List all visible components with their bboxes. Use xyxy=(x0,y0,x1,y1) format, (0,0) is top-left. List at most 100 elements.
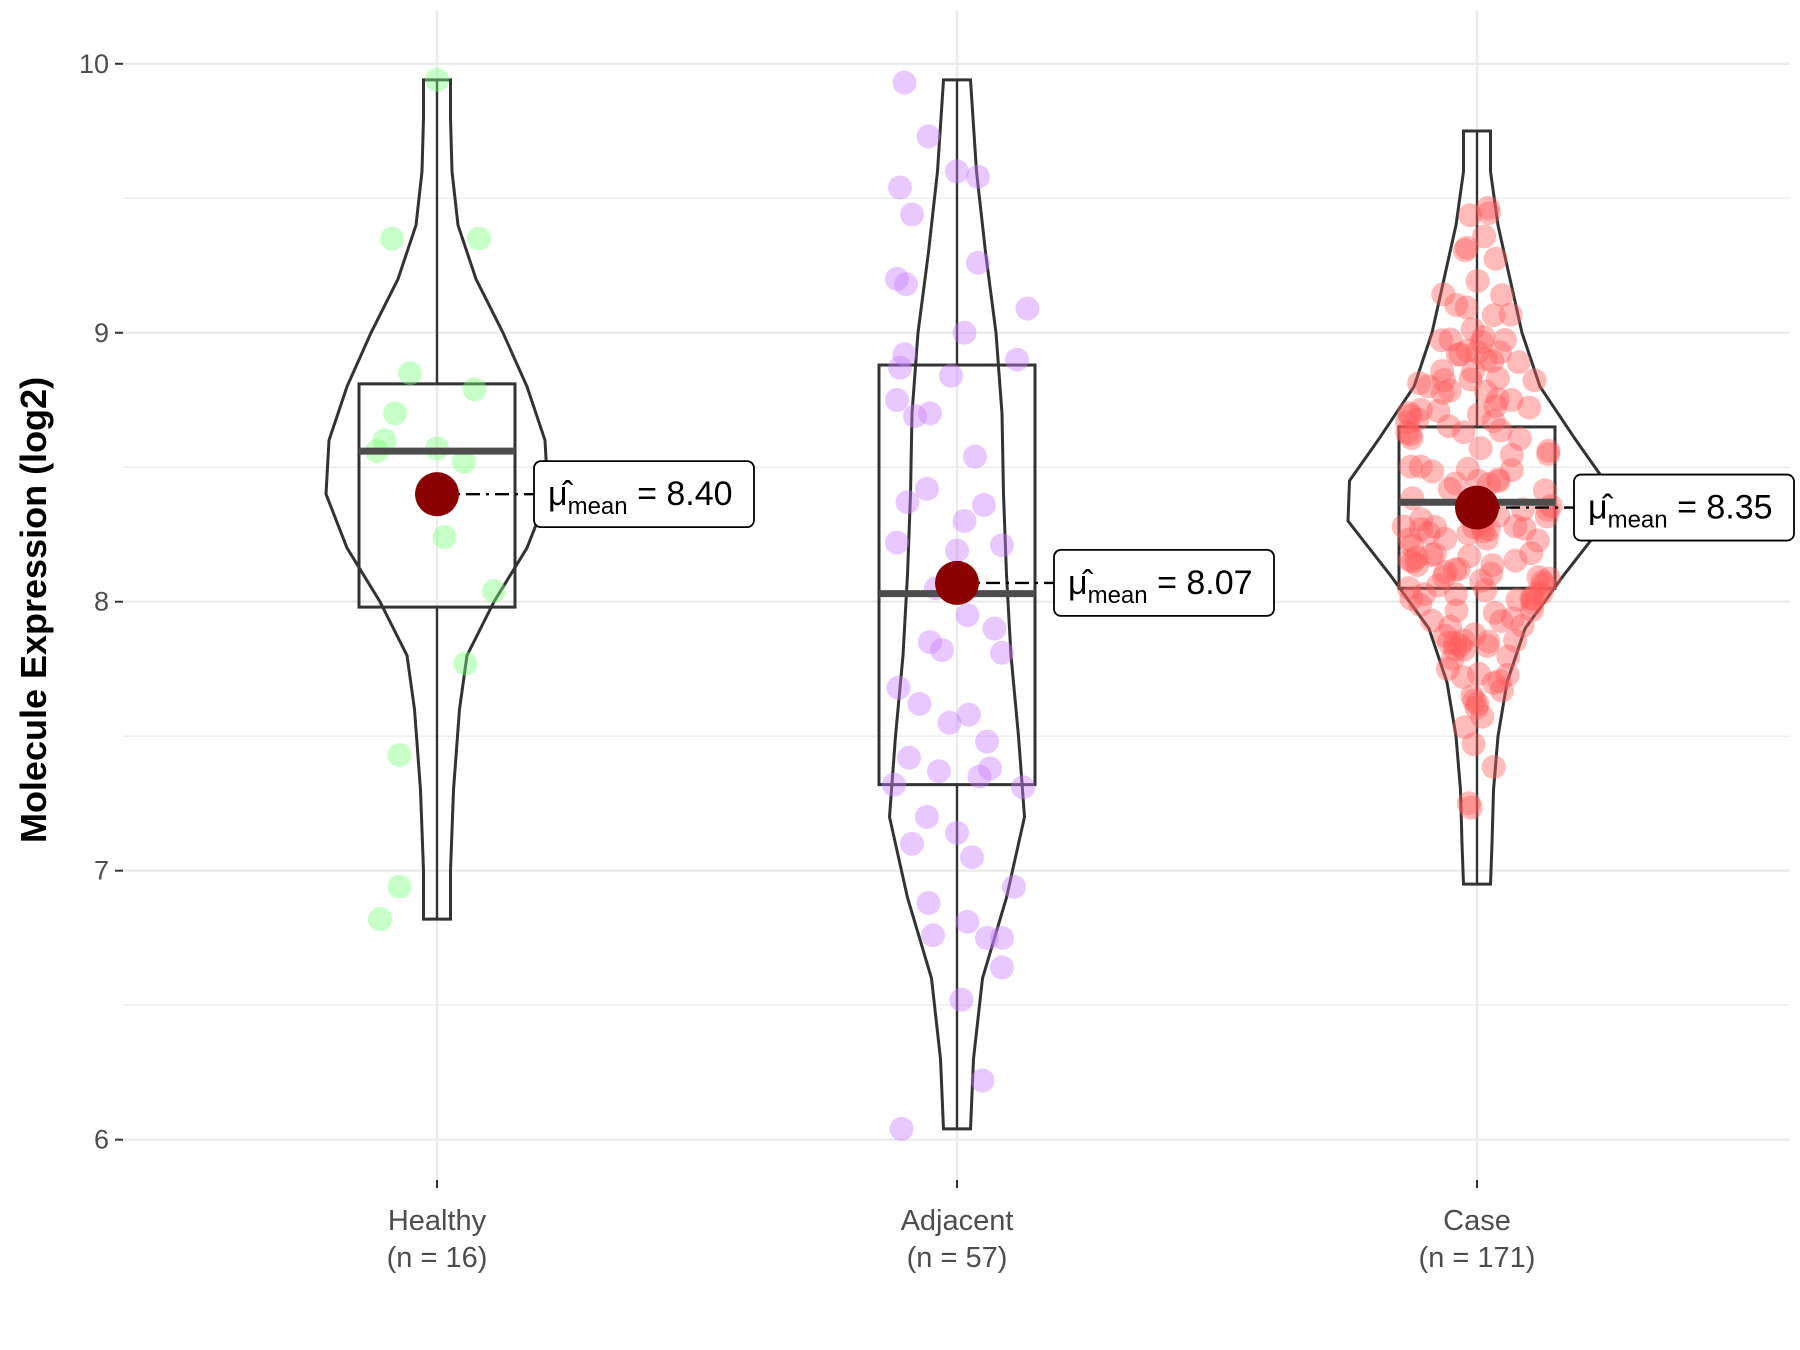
data-point xyxy=(1443,582,1468,607)
data-point xyxy=(894,272,918,297)
data-point xyxy=(1437,378,1462,403)
data-point xyxy=(952,509,977,533)
mean-marker xyxy=(415,472,459,517)
data-point xyxy=(903,404,927,429)
data-point xyxy=(1408,397,1433,422)
data-point xyxy=(921,923,945,948)
data-point xyxy=(1487,668,1512,693)
data-point xyxy=(1431,282,1456,307)
data-point xyxy=(1005,347,1029,372)
group-healthy: μ̂mean = 8.40 xyxy=(324,67,755,932)
data-point xyxy=(398,361,422,386)
data-point xyxy=(1464,695,1489,720)
data-point xyxy=(1462,688,1487,713)
data-point xyxy=(1422,542,1447,567)
box-iqr xyxy=(357,382,517,609)
mean-marker xyxy=(1455,485,1499,530)
data-point xyxy=(1462,622,1487,647)
data-point xyxy=(1458,203,1483,228)
data-point xyxy=(1517,395,1542,420)
data-point xyxy=(1429,328,1454,353)
data-point xyxy=(1512,516,1537,541)
y-axis-title: Molecule Expression (log2) xyxy=(13,377,54,843)
data-point xyxy=(1489,609,1514,634)
data-point xyxy=(1499,388,1524,412)
violin-outline xyxy=(324,78,550,921)
data-point xyxy=(462,377,487,402)
data-point xyxy=(1473,347,1498,372)
data-point xyxy=(1476,196,1501,220)
data-point xyxy=(975,729,999,754)
data-point xyxy=(1465,269,1490,293)
data-point xyxy=(1436,414,1461,439)
data-point xyxy=(1521,586,1546,611)
data-point xyxy=(1442,631,1467,655)
data-point xyxy=(1520,598,1545,622)
box-iqr xyxy=(877,363,1037,787)
data-point xyxy=(952,320,977,345)
data-point xyxy=(1499,442,1524,467)
violin-outline xyxy=(887,78,1027,1131)
data-point xyxy=(1481,303,1506,328)
data-point xyxy=(1405,407,1430,432)
data-point xyxy=(383,401,407,426)
data-point xyxy=(1525,528,1550,553)
data-point xyxy=(1500,606,1525,631)
data-point xyxy=(1454,295,1479,320)
data-point xyxy=(945,821,969,845)
mean-label-box xyxy=(533,460,755,529)
data-point xyxy=(1489,678,1514,703)
data-point xyxy=(1498,302,1523,327)
x-axis: Healthy (n = 16) Adjacent (n = 57) Case (n = … xyxy=(387,1180,1535,1274)
data-point xyxy=(1507,426,1532,451)
data-point xyxy=(1469,330,1494,355)
data-point xyxy=(1487,340,1512,365)
data-point xyxy=(1420,459,1445,484)
x-tick-count: (n = 16) xyxy=(387,1242,488,1274)
groups: μ̂mean = 8.40 μ̂mean = 8.07 μ̂mean = 8.35 xyxy=(324,67,1795,1141)
data-point xyxy=(1438,327,1463,352)
data-point xyxy=(1471,325,1496,349)
data-point xyxy=(1503,514,1528,539)
data-point xyxy=(1455,338,1480,363)
data-point xyxy=(945,159,969,184)
data-point xyxy=(1479,561,1504,586)
data-point xyxy=(1522,368,1547,393)
data-point xyxy=(1476,629,1501,654)
data-point xyxy=(1445,342,1470,367)
data-point xyxy=(1412,582,1437,607)
data-point xyxy=(900,831,924,856)
mean-subscript: mean xyxy=(1088,582,1148,609)
data-point xyxy=(1530,569,1555,594)
data-point xyxy=(1444,292,1469,317)
data-point xyxy=(1488,418,1513,443)
data-point xyxy=(955,909,980,934)
data-point xyxy=(885,530,909,555)
mean-value: = 8.35 xyxy=(1668,489,1773,527)
data-point xyxy=(1423,514,1447,539)
data-point xyxy=(1436,656,1460,681)
data-point xyxy=(916,124,941,149)
data-point xyxy=(1398,454,1423,479)
points xyxy=(882,70,1040,1141)
data-point xyxy=(939,363,963,388)
data-point xyxy=(1536,438,1561,463)
data-point xyxy=(982,616,1007,641)
data-point xyxy=(1503,548,1528,573)
data-point xyxy=(1480,349,1505,373)
x-tick-count: (n = 57) xyxy=(907,1242,1008,1274)
data-point xyxy=(889,1116,914,1141)
data-point xyxy=(1397,401,1422,426)
data-point xyxy=(1408,592,1433,617)
data-point xyxy=(1486,467,1511,492)
data-point xyxy=(937,710,962,735)
data-point xyxy=(453,651,478,676)
data-point xyxy=(432,525,457,550)
data-point xyxy=(1430,359,1455,384)
data-point xyxy=(1468,436,1493,461)
data-point xyxy=(1510,613,1535,638)
data-point xyxy=(1444,598,1469,623)
data-point xyxy=(1420,608,1444,633)
data-point xyxy=(1495,663,1520,687)
data-point xyxy=(1448,342,1473,367)
